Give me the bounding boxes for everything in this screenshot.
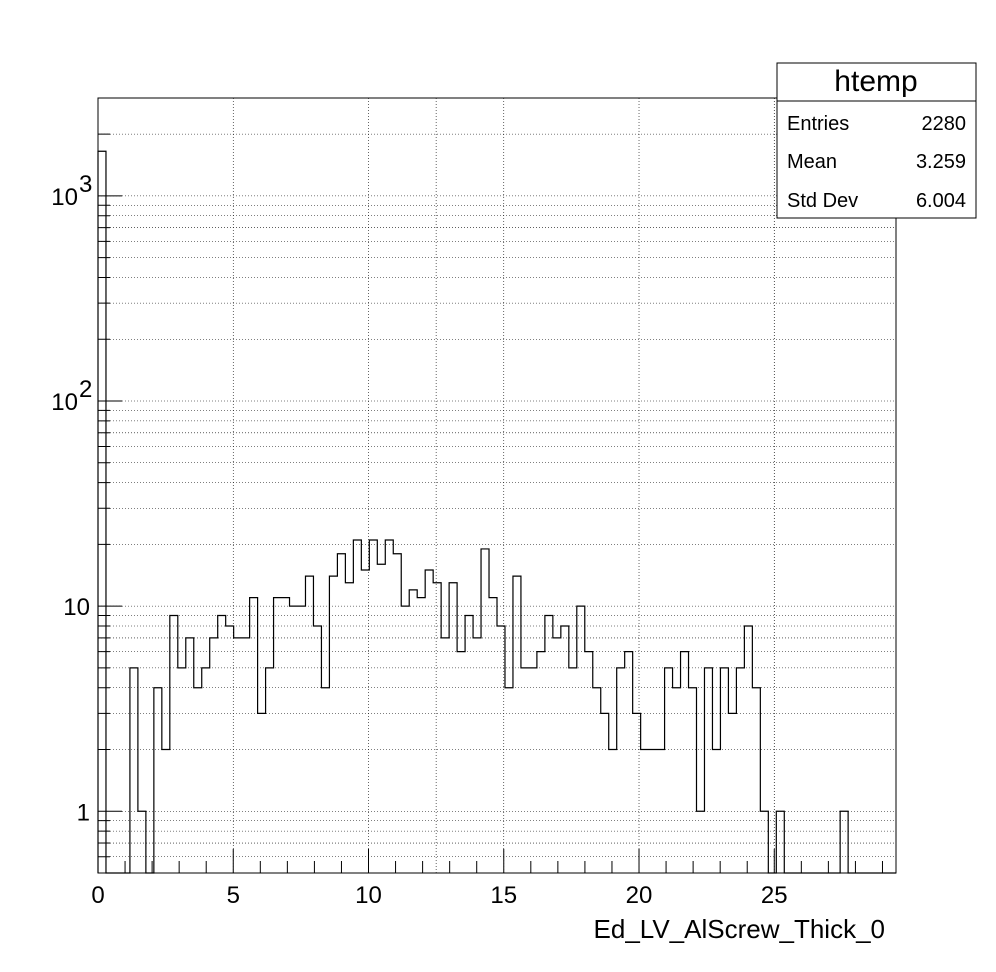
plot-frame: [97, 97, 897, 874]
histogram-line: [97, 150, 896, 874]
stats-box: htemp Entries 2280 Mean 3.259 Std Dev 6.…: [776, 62, 977, 219]
x-tick-label: 5: [227, 882, 240, 909]
stats-box-frame: [776, 62, 977, 219]
y-tick-label: 10: [51, 389, 78, 416]
stats-stddev-label: Std Dev: [787, 190, 858, 212]
stats-mean-value: 3.259: [916, 151, 966, 173]
axis-ticks: [97, 97, 883, 874]
x-tick-label: 15: [490, 882, 517, 909]
stats-title: htemp: [834, 65, 917, 98]
x-axis-title: Ed_LV_AlScrew_Thick_0: [594, 914, 885, 944]
x-tick-label: 25: [761, 882, 788, 909]
y-tick-label-exponent: 3: [79, 171, 92, 198]
stats-entries-label: Entries: [787, 113, 849, 135]
y-tick-label: 10: [63, 594, 90, 621]
y-tick-label-exponent: 2: [79, 376, 92, 403]
y-tick-label: 1: [77, 799, 90, 826]
stats-mean-label: Mean: [787, 151, 837, 173]
x-tick-label: 10: [355, 882, 382, 909]
stats-entries-value: 2280: [922, 113, 967, 135]
y-tick-label: 10: [51, 184, 78, 211]
stats-stddev-value: 6.004: [916, 190, 966, 212]
x-tick-label: 20: [626, 882, 653, 909]
grid-lines: [98, 97, 896, 874]
x-tick-label: 0: [91, 882, 104, 909]
